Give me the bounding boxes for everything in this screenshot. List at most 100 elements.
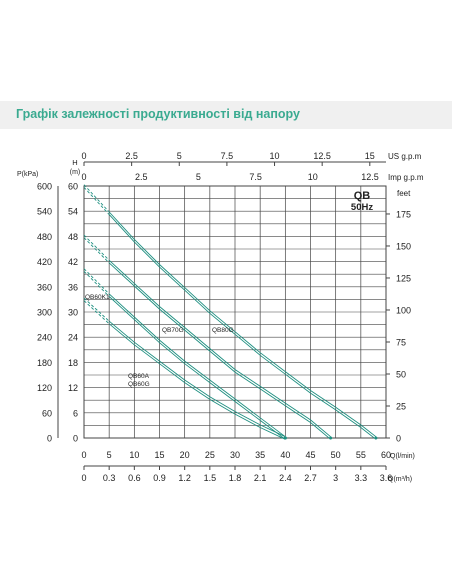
- q-m3h-tick-label: 1.8: [229, 473, 242, 483]
- us-gpm-axis-label: US g.p.m: [388, 152, 422, 161]
- feet-tick-label: 50: [396, 369, 406, 379]
- curve-dashed-segment: [83, 234, 110, 261]
- head-tick-label: 36: [68, 282, 78, 292]
- us-gpm-tick-label: 7.5: [221, 151, 234, 161]
- curve-line: [108, 262, 331, 440]
- imp-gpm-tick-label: 2.5: [135, 172, 148, 182]
- q-lmin-tick-label: 25: [205, 450, 215, 460]
- chart-title-model: QB: [354, 190, 371, 202]
- chart-title-frequency: 50Hz: [351, 202, 373, 213]
- head-tick-label: 42: [68, 257, 78, 267]
- q-m3h-tick-label: 2.1: [254, 473, 267, 483]
- pressure-tick-label: 0: [47, 434, 52, 444]
- q-lmin-tick-label: 50: [331, 450, 341, 460]
- curve-label: QB60A: [128, 373, 150, 380]
- head-tick-label: 60: [68, 182, 78, 192]
- feet-tick-label: 100: [396, 305, 411, 315]
- curve-dashed-segment: [83, 270, 110, 297]
- curve-dashed-segment: [83, 186, 110, 215]
- chart-curves: [83, 184, 378, 440]
- curve-line: [108, 214, 377, 440]
- curve-line: [108, 259, 331, 438]
- q-lmin-tick-label: 5: [107, 450, 112, 460]
- feet-tick-label: 75: [396, 337, 406, 347]
- pressure-tick-label: 360: [37, 282, 52, 292]
- curve-line: [108, 293, 286, 438]
- pressure-tick-label: 300: [37, 308, 52, 318]
- q-m3h-tick-label: 3.3: [355, 473, 368, 483]
- q-lmin-axis-label: Q(l/min): [390, 453, 415, 460]
- q-m3h-tick-label: 0.9: [153, 473, 166, 483]
- q-m3h-tick-label: 1.2: [178, 473, 191, 483]
- us-gpm-tick-label: 2.5: [125, 151, 138, 161]
- chart-grid: [57, 161, 390, 470]
- feet-axis-label: feet: [397, 189, 411, 198]
- pressure-tick-label: 540: [37, 207, 52, 217]
- curve-label: QB70G: [162, 327, 184, 334]
- us-gpm-tick-label: 10: [270, 151, 280, 161]
- pressure-tick-label: 180: [37, 358, 52, 368]
- head-tick-label: 30: [68, 308, 78, 318]
- q-m3h-tick-label: 3: [333, 473, 338, 483]
- pressure-tick-label: 420: [37, 257, 52, 267]
- q-lmin-tick-label: 35: [255, 450, 265, 460]
- imp-gpm-tick-label: 0: [81, 172, 86, 182]
- pressure-tick-label: 60: [42, 408, 52, 418]
- q-lmin-tick-label: 0: [81, 450, 86, 460]
- pressure-tick-label: 240: [37, 333, 52, 343]
- curve-end-point: [374, 436, 378, 440]
- head-tick-label: 18: [68, 358, 78, 368]
- us-gpm-tick-label: 12.5: [313, 151, 331, 161]
- q-lmin-tick-label: 55: [356, 450, 366, 460]
- imp-gpm-tick-label: 12.5: [361, 172, 379, 182]
- imp-gpm-axis-label: Imp g.p.m: [388, 173, 424, 182]
- q-lmin-tick-label: 40: [280, 450, 290, 460]
- q-m3h-tick-label: 0.6: [128, 473, 141, 483]
- chart-text: 600540480420360300240180120600P(kPa)6054…: [17, 151, 424, 483]
- curve-end-point: [329, 436, 333, 440]
- q-m3h-tick-label: 0.3: [103, 473, 116, 483]
- q-lmin-tick-label: 20: [180, 450, 190, 460]
- q-lmin-tick-label: 45: [305, 450, 315, 460]
- q-m3h-tick-label: 3.6: [380, 473, 393, 483]
- us-gpm-tick-label: 5: [177, 151, 182, 161]
- curve-label: QB60G: [128, 381, 150, 388]
- curve-line: [108, 323, 286, 440]
- pressure-tick-label: 120: [37, 383, 52, 393]
- q-m3h-tick-label: 1.5: [204, 473, 217, 483]
- head-tick-label: 0: [73, 434, 78, 444]
- head-tick-label: 12: [68, 383, 78, 393]
- q-lmin-tick-label: 10: [129, 450, 139, 460]
- title-band: [0, 101, 452, 129]
- q-m3h-tick-label: 2.7: [304, 473, 317, 483]
- head-axis-unit: (m): [70, 169, 81, 176]
- q-lmin-tick-label: 15: [154, 450, 164, 460]
- q-m3h-tick-label: 0: [81, 473, 86, 483]
- us-gpm-tick-label: 0: [81, 151, 86, 161]
- pressure-tick-label: 600: [37, 182, 52, 192]
- imp-gpm-tick-label: 10: [308, 172, 318, 182]
- imp-gpm-tick-label: 7.5: [249, 172, 262, 182]
- head-tick-label: 24: [68, 333, 78, 343]
- curve-dashed-segment: [83, 184, 110, 213]
- feet-tick-label: 0: [396, 434, 401, 444]
- feet-tick-label: 125: [396, 273, 411, 283]
- pressure-axis-label: P(kPa): [17, 171, 38, 178]
- curve-label: QB80G: [212, 327, 234, 334]
- q-m3h-tick-label: 2.4: [279, 473, 292, 483]
- curve-dashed-segment: [83, 268, 110, 295]
- imp-gpm-tick-label: 5: [196, 172, 201, 182]
- q-lmin-tick-label: 60: [381, 450, 391, 460]
- curve-label: QB60K1: [85, 294, 110, 301]
- curve-line: [108, 211, 377, 438]
- curve-end-point: [283, 436, 287, 440]
- curve-line: [108, 320, 286, 438]
- feet-tick-label: 175: [396, 209, 411, 219]
- curve-dashed-segment: [83, 300, 110, 325]
- curve-dashed-segment: [83, 237, 110, 264]
- feet-tick-label: 25: [396, 401, 406, 411]
- curve-dashed-segment: [83, 297, 110, 322]
- page-title: Графік залежності продуктивності від нап…: [16, 107, 300, 121]
- pressure-tick-label: 480: [37, 232, 52, 242]
